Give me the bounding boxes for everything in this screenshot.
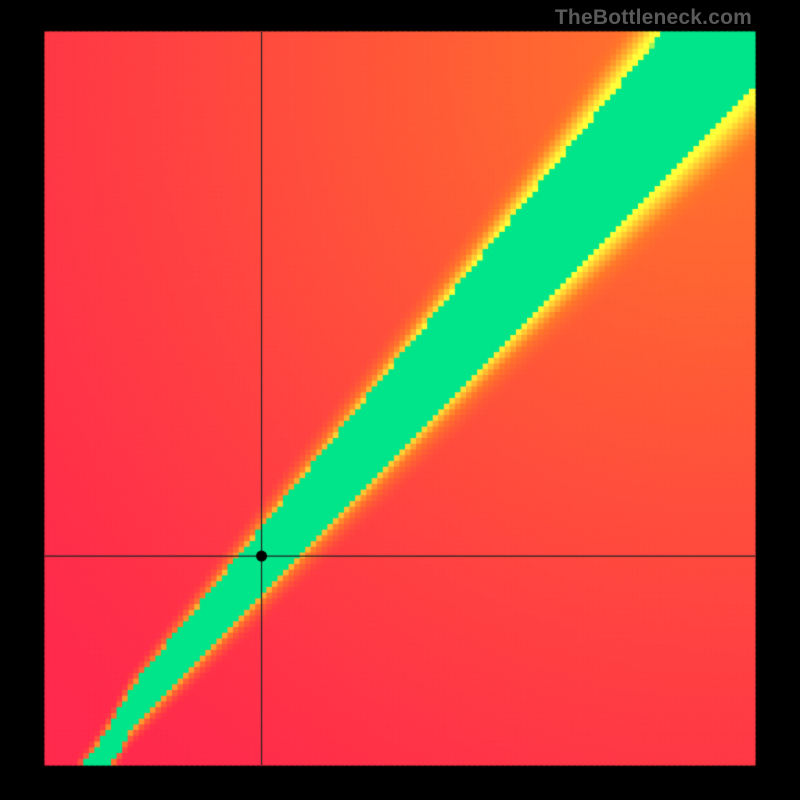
attribution-label: TheBottleneck.com bbox=[555, 6, 752, 30]
bottleneck-heatmap bbox=[0, 0, 800, 800]
